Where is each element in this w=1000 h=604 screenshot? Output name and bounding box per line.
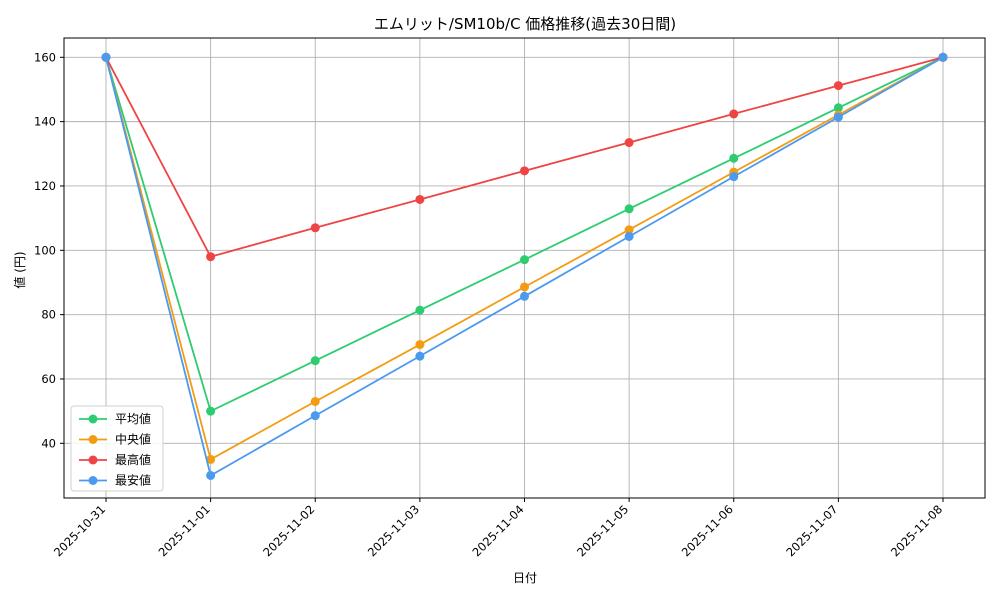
series-4 xyxy=(101,52,948,480)
legend-swatch-marker xyxy=(88,414,98,424)
y-tick-label: 120 xyxy=(34,179,56,193)
data-point xyxy=(520,282,529,292)
data-point xyxy=(624,231,634,241)
data-point xyxy=(206,454,216,464)
y-axis-label: 値 (円) xyxy=(12,251,27,288)
legend-item: 最安値 xyxy=(79,473,151,488)
y-tick-label: 160 xyxy=(34,50,56,64)
legend-swatch-marker xyxy=(88,455,98,465)
data-point xyxy=(520,291,529,301)
y-tick-label: 140 xyxy=(34,115,56,129)
data-point xyxy=(310,396,320,406)
data-point xyxy=(833,103,843,113)
legend-label: 平均値 xyxy=(115,411,151,426)
y-tick-label: 40 xyxy=(41,436,56,450)
data-point xyxy=(415,351,425,361)
legend-item: 最高値 xyxy=(79,452,151,467)
data-point xyxy=(206,470,216,480)
data-point xyxy=(624,204,634,214)
data-point xyxy=(833,112,843,122)
legend-swatch-marker xyxy=(88,476,98,485)
legend-box xyxy=(70,405,164,492)
legend-label: 中央値 xyxy=(115,432,151,447)
y-tick-label: 80 xyxy=(41,308,56,322)
grid xyxy=(64,38,985,498)
x-tick-label: 2025-11-03 xyxy=(365,502,422,559)
x-tick-label: 2025-11-02 xyxy=(260,502,317,559)
legend-swatch-marker xyxy=(88,435,98,444)
y-tick-label: 100 xyxy=(34,243,56,257)
data-point xyxy=(624,138,634,148)
data-point xyxy=(310,356,320,366)
legend-item: 中央値 xyxy=(79,432,151,447)
data-point xyxy=(833,81,843,91)
data-point xyxy=(520,166,529,176)
x-tick-label: 2025-11-08 xyxy=(888,502,945,559)
data-point xyxy=(206,406,216,416)
data-point xyxy=(938,52,948,62)
data-point xyxy=(729,153,739,163)
x-tick-label: 2025-10-31 xyxy=(51,502,108,559)
data-point xyxy=(415,305,425,315)
data-point xyxy=(310,223,320,233)
x-tick-label: 2025-11-01 xyxy=(156,502,213,559)
x-tick-label: 2025-11-05 xyxy=(574,502,631,559)
legend-label: 最安値 xyxy=(115,473,151,488)
x-tick-label: 2025-11-07 xyxy=(783,502,840,559)
data-point xyxy=(101,52,111,62)
chart-title: エムリット/SM10b/C 価格推移(過去30日間) xyxy=(374,15,676,33)
legend-item: 平均値 xyxy=(79,411,151,426)
data-point xyxy=(729,172,739,182)
x-axis-label: 日付 xyxy=(513,571,537,585)
data-point xyxy=(415,340,425,350)
data-point xyxy=(206,252,216,262)
data-point xyxy=(624,225,634,235)
data-point xyxy=(415,194,425,204)
y-tick-label: 60 xyxy=(41,372,56,386)
data-point xyxy=(729,109,739,119)
legend-label: 最高値 xyxy=(115,452,151,467)
x-tick-label: 2025-11-06 xyxy=(679,502,736,559)
data-point xyxy=(310,411,320,421)
data-point xyxy=(520,255,529,265)
x-tick-label: 2025-11-04 xyxy=(469,502,526,559)
series-layer xyxy=(101,52,948,480)
